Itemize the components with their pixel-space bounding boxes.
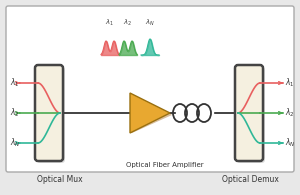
FancyBboxPatch shape	[37, 67, 65, 163]
FancyBboxPatch shape	[235, 65, 263, 161]
FancyBboxPatch shape	[35, 65, 63, 161]
Text: $\lambda_1$: $\lambda_1$	[10, 77, 20, 89]
Text: $\lambda_2$: $\lambda_2$	[285, 107, 295, 119]
Text: Optical Mux: Optical Mux	[37, 176, 83, 184]
Text: $\lambda_1$: $\lambda_1$	[285, 77, 295, 89]
Polygon shape	[130, 93, 170, 133]
Text: $\lambda_N$: $\lambda_N$	[145, 18, 155, 28]
FancyBboxPatch shape	[6, 6, 294, 172]
Text: Optical Fiber Amplifier: Optical Fiber Amplifier	[126, 162, 204, 168]
Polygon shape	[130, 113, 172, 133]
Text: Optical Demux: Optical Demux	[222, 176, 278, 184]
Text: $\lambda_2$: $\lambda_2$	[10, 107, 20, 119]
Text: $\lambda_N$: $\lambda_N$	[285, 137, 296, 149]
FancyBboxPatch shape	[237, 67, 265, 163]
Text: $\lambda_2$: $\lambda_2$	[124, 18, 133, 28]
Text: $\lambda_N$: $\lambda_N$	[10, 137, 21, 149]
Text: $\lambda_1$: $\lambda_1$	[106, 18, 115, 28]
